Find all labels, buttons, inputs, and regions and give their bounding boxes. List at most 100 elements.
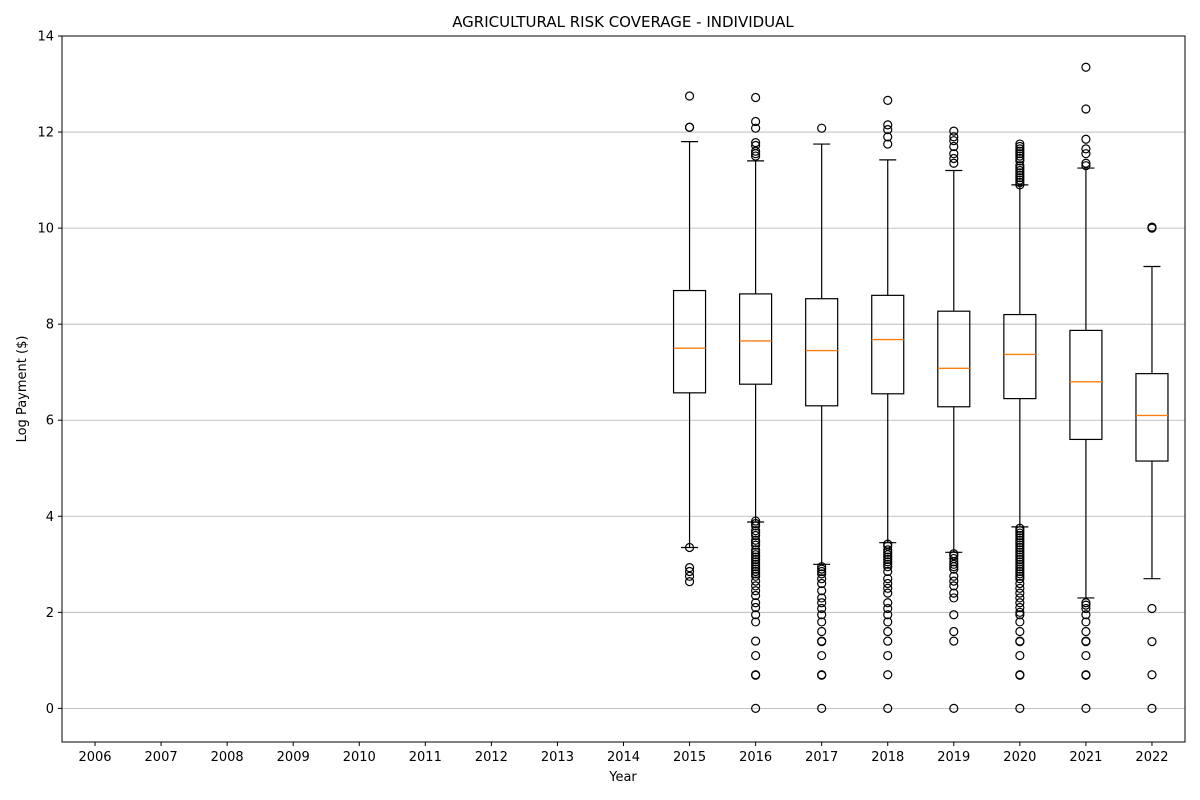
outlier-point — [949, 703, 959, 713]
outlier-point — [1015, 598, 1025, 608]
outlier-point — [751, 562, 761, 572]
iqr-box — [937, 310, 971, 408]
outlier-point — [751, 138, 761, 148]
outlier-point — [949, 571, 959, 581]
y-axis: 0 2 4 6 8 10 12 14 — [37, 30, 62, 717]
outlier-point — [883, 120, 893, 130]
x-tick-label: 2019 — [937, 750, 970, 765]
outlier-point — [1081, 670, 1091, 680]
outlier-point — [1015, 163, 1025, 173]
outlier-point — [883, 670, 893, 680]
y-tick-label: 10 — [37, 222, 54, 237]
outlier-point — [1015, 144, 1025, 154]
outlier-point — [1147, 637, 1157, 647]
outlier-point — [1081, 617, 1091, 627]
outlier-point — [817, 562, 827, 572]
outlier-point — [1015, 574, 1025, 584]
outlier-point — [883, 617, 893, 627]
outlier-point — [817, 637, 827, 647]
x-axis: 2006 2007 2008 2009 2010 2011 2012 2013 2014 2015… — [78, 742, 1169, 765]
outlier-point — [1147, 223, 1157, 233]
outlier-point — [949, 158, 959, 168]
outlier-point — [817, 578, 827, 589]
outlier-point — [1147, 670, 1157, 680]
outlier-point — [1015, 626, 1025, 637]
outlier-point — [1015, 175, 1025, 185]
box-2021 — [1069, 62, 1103, 713]
y-tick-label: 12 — [37, 126, 54, 141]
x-tick-label: 2009 — [277, 750, 310, 765]
x-tick-label: 2013 — [541, 750, 574, 765]
x-tick-label: 2015 — [673, 750, 706, 765]
outlier-point — [751, 554, 761, 565]
outlier-point — [1015, 545, 1025, 555]
outlier-point — [1015, 554, 1025, 565]
outlier-point — [751, 516, 761, 526]
outlier-point — [1015, 530, 1025, 541]
outlier-point — [751, 123, 761, 133]
outlier-point — [949, 559, 959, 569]
iqr-box — [739, 293, 773, 385]
outlier-point — [751, 151, 761, 161]
outlier-point — [883, 547, 893, 557]
iqr-box — [805, 298, 839, 407]
outlier-point — [817, 626, 827, 637]
box-2016 — [739, 92, 773, 713]
outlier-point — [817, 586, 827, 596]
grid-lines — [62, 35, 1185, 709]
outlier-point — [1015, 161, 1025, 171]
outlier-point — [1081, 158, 1091, 168]
outlier-point — [817, 598, 827, 608]
outlier-point — [1147, 603, 1157, 614]
outlier-point — [1015, 569, 1025, 579]
outlier-point — [949, 132, 959, 142]
outlier-point — [1015, 170, 1025, 180]
outlier-point — [1015, 523, 1025, 533]
box-2020 — [1003, 139, 1037, 713]
outlier-point — [751, 552, 761, 562]
outlier-point — [1015, 533, 1025, 543]
x-tick-label: 2021 — [1069, 750, 1102, 765]
outlier-point — [1015, 550, 1025, 560]
outlier-point — [1015, 146, 1025, 156]
outlier-point — [1015, 156, 1025, 166]
outlier-point — [1015, 578, 1025, 589]
outlier-point — [817, 566, 827, 577]
outlier-point — [1081, 62, 1091, 72]
outlier-point — [949, 564, 959, 574]
outlier-point — [751, 576, 761, 586]
outlier-point — [1015, 153, 1025, 164]
outlier-point — [817, 123, 827, 133]
outlier-point — [751, 602, 761, 613]
outlier-point — [1015, 571, 1025, 581]
outlier-point — [1081, 149, 1091, 159]
outlier-point — [883, 636, 893, 646]
x-tick-label: 2017 — [805, 750, 838, 765]
outlier-point — [817, 574, 827, 584]
box-2019 — [937, 126, 971, 713]
outlier-point — [1015, 149, 1025, 159]
outlier-point — [684, 91, 695, 101]
outlier-point — [1081, 626, 1091, 637]
outlier-point — [1015, 607, 1025, 617]
outlier-point — [1015, 610, 1025, 620]
outlier-point — [949, 593, 959, 603]
x-tick-label: 2006 — [78, 750, 111, 765]
y-tick-label: 2 — [46, 606, 54, 621]
outlier-point — [751, 538, 761, 548]
outlier-point — [1015, 177, 1025, 188]
outlier-point — [751, 566, 761, 577]
outlier-point — [684, 542, 695, 553]
outlier-point — [1015, 588, 1025, 598]
outlier-point — [751, 581, 761, 591]
outlier-point — [817, 617, 827, 627]
outlier-point — [684, 563, 695, 573]
outlier-point — [817, 593, 827, 603]
outlier-point — [1015, 559, 1025, 569]
outlier-point — [1015, 535, 1025, 545]
outlier-point — [1015, 593, 1025, 603]
outlier-point — [684, 571, 695, 581]
outlier-point — [817, 610, 827, 620]
outlier-point — [1015, 583, 1025, 593]
box-2015 — [672, 91, 707, 587]
